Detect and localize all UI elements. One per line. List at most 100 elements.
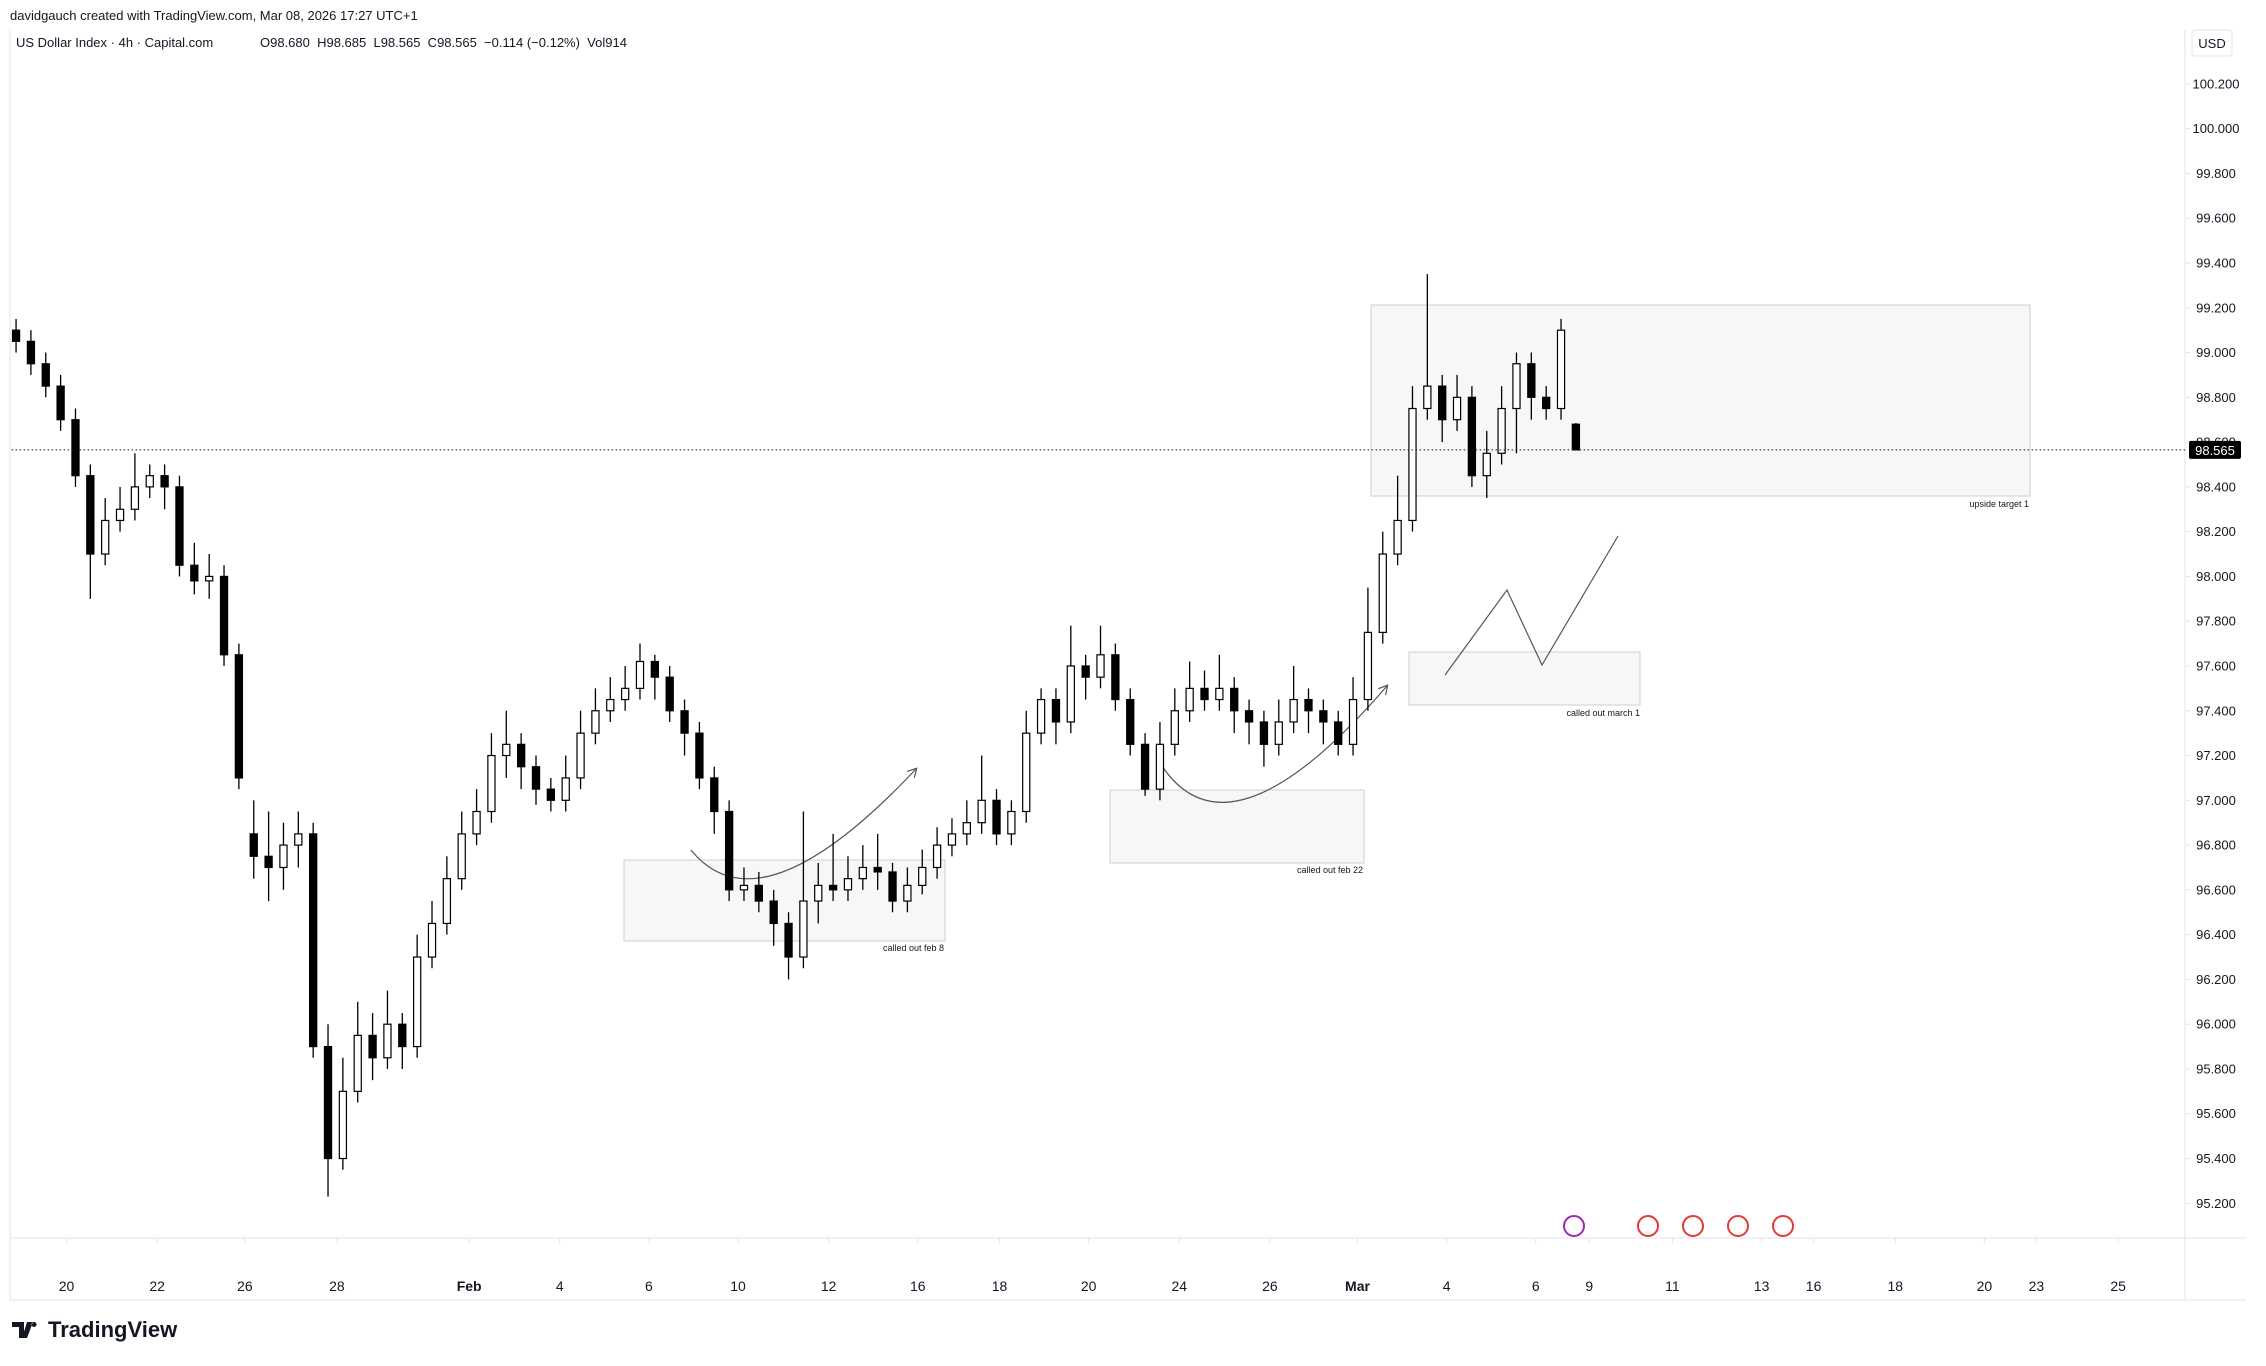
candle-body (190, 564, 199, 582)
candle-body (799, 900, 808, 958)
y-tick-label: 97.200 (2196, 748, 2236, 763)
candle-body (1289, 698, 1298, 723)
zone-box (1370, 304, 2031, 497)
y-tick-label: 97.400 (2196, 703, 2236, 718)
candle-body (472, 810, 481, 835)
event-icon[interactable] (1727, 1215, 1749, 1237)
x-tick-label: Mar (1345, 1278, 1370, 1294)
y-tick-label: 99.800 (2196, 166, 2236, 181)
x-tick-label: 20 (59, 1278, 75, 1294)
candle-body (487, 754, 496, 813)
y-tick-label: 95.800 (2196, 1061, 2236, 1076)
candle-body (977, 799, 986, 824)
candle-body (1467, 396, 1477, 477)
candle-body (828, 884, 838, 891)
y-tick-label: 96.000 (2196, 1017, 2236, 1032)
candle-body (665, 676, 674, 712)
x-tick-label: 24 (1171, 1278, 1187, 1294)
candle-body (264, 855, 273, 869)
candle-body (1259, 721, 1269, 745)
event-icon[interactable] (1772, 1215, 1794, 1237)
x-tick-label: 28 (329, 1278, 345, 1294)
y-tick-label: 99.400 (2196, 255, 2236, 270)
candle-body (546, 788, 556, 801)
candle-body (784, 922, 793, 958)
event-icon[interactable] (1682, 1215, 1704, 1237)
zone-box (1408, 651, 1641, 706)
candle-body (1363, 631, 1373, 701)
event-icons[interactable] (1563, 1215, 1794, 1237)
x-tick-label: 20 (1977, 1278, 1993, 1294)
currency[interactable]: USD (2198, 36, 2225, 51)
y-tick-label: 100.000 (2193, 121, 2240, 136)
candle-body (71, 419, 80, 477)
candle-body (502, 743, 511, 757)
event-icon[interactable] (1563, 1215, 1585, 1237)
y-tick-label: 95.200 (2196, 1196, 2236, 1211)
candle-body (1542, 396, 1551, 410)
x-tick-label: 4 (1443, 1278, 1451, 1294)
candle-body (1348, 698, 1358, 745)
candle-body (947, 833, 957, 846)
y-tick-label: 96.600 (2196, 882, 2236, 897)
candle-body (1051, 698, 1061, 723)
candle-body (650, 660, 660, 678)
candle-body (353, 1034, 362, 1092)
x-tick-label: 10 (730, 1278, 746, 1294)
candle-body (412, 956, 422, 1048)
x-tick-label: 6 (1532, 1278, 1540, 1294)
candle-body (26, 340, 36, 365)
x-tick-label: 6 (645, 1278, 653, 1294)
candle-body (873, 866, 882, 873)
candle-body (1022, 732, 1031, 813)
event-icon[interactable] (1637, 1215, 1659, 1237)
candle-body (219, 575, 229, 656)
last-price-box (2189, 440, 2241, 459)
candle-body (932, 844, 942, 869)
candle-body (294, 833, 303, 846)
candle-body (1111, 654, 1120, 701)
candle-body (903, 884, 912, 902)
currency-box[interactable] (2191, 29, 2233, 57)
ohlc-legend: O98.680 H98.685 L98.565 C98.565 −0.114 (… (260, 35, 627, 50)
candle-body (1274, 721, 1283, 745)
candle-body (1556, 329, 1566, 410)
candle-body (843, 878, 853, 891)
candle-body (442, 878, 452, 925)
candle-body (1393, 519, 1402, 555)
candle-body (1244, 710, 1254, 723)
candle-body (516, 743, 526, 768)
candle-body (1482, 452, 1491, 477)
candle-body (368, 1034, 377, 1059)
candle-body (309, 833, 318, 1048)
candle-body (695, 732, 704, 779)
x-tick-label: 9 (1585, 1278, 1593, 1294)
candle-body (992, 799, 1001, 835)
x-tick-label: 4 (556, 1278, 564, 1294)
logo-mark[interactable] (12, 1322, 37, 1338)
logo-text[interactable]: TradingView (48, 1317, 178, 1342)
candle-body (130, 486, 140, 510)
candle-body (11, 329, 21, 342)
candle-body (41, 363, 50, 387)
candle-body (145, 475, 154, 488)
y-tick-label: 98.200 (2196, 524, 2236, 539)
y-tick-label: 99.000 (2196, 345, 2236, 360)
candle-body (1497, 407, 1506, 454)
candle-body (1527, 363, 1536, 398)
candle-body (160, 475, 169, 488)
candle-body (1007, 810, 1016, 835)
x-tick-label: 13 (1754, 1278, 1770, 1294)
candle-body (1304, 698, 1313, 712)
candle-body (323, 1045, 333, 1160)
candle-body (591, 710, 600, 734)
x-tick-label: 12 (821, 1278, 837, 1294)
x-tick-label: Feb (457, 1278, 482, 1294)
candle-body (457, 833, 466, 880)
x-tick-label: 26 (237, 1278, 253, 1294)
candle-body (1378, 553, 1387, 633)
candle-body (56, 385, 65, 421)
candle-body (1452, 396, 1462, 421)
